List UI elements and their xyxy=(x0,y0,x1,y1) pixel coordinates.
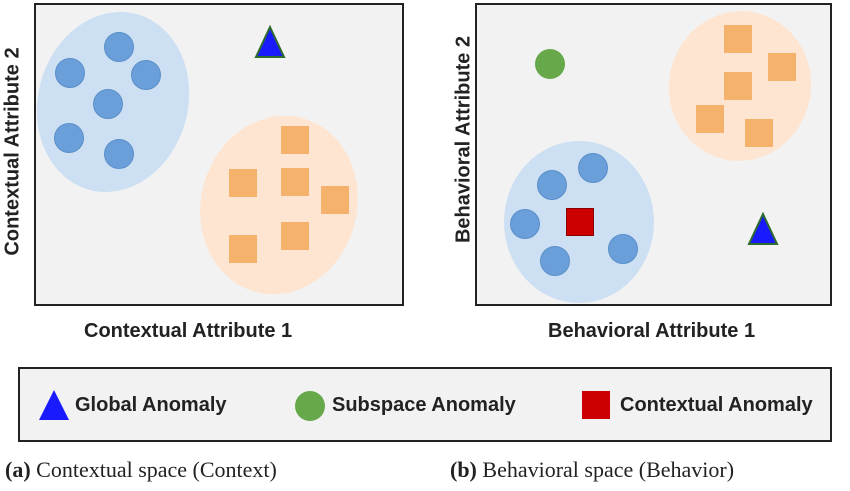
legend-contextual-anomaly-label: Contextual Anomaly xyxy=(620,394,813,416)
contextual-anomaly-square xyxy=(566,208,594,236)
blue-circle-point xyxy=(540,246,570,276)
orange-square-point xyxy=(229,169,257,197)
caption-a: (a) Contextual space (Context) xyxy=(5,457,277,483)
blue-circle-point xyxy=(93,89,123,119)
left-x-axis-label: Contextual Attribute 1 xyxy=(84,320,293,342)
blue-circle-point xyxy=(104,139,134,169)
legend: Global Anomaly Subspace Anomaly Contextu… xyxy=(18,367,832,442)
blue-circle-point xyxy=(131,60,161,90)
circle-icon xyxy=(295,391,325,421)
right-y-axis-label: Behavioral Attribute 2 xyxy=(452,35,475,244)
orange-square-point xyxy=(745,119,773,147)
blue-circle-point xyxy=(54,123,84,153)
triangle-icon xyxy=(39,390,69,420)
orange-square-point xyxy=(321,186,349,214)
subspace-anomaly-circle xyxy=(535,49,565,79)
caption-b-text: Behavioral space (Behavior) xyxy=(482,457,735,482)
orange-square-point xyxy=(281,222,309,250)
blue-circle-point xyxy=(608,234,638,264)
global-anomaly-triangle xyxy=(254,25,286,58)
blue-circle-point xyxy=(510,209,540,239)
caption-b-tag: (b) xyxy=(450,457,477,482)
orange-square-point xyxy=(229,235,257,263)
left-y-axis-label: Contextual Attribute 2 xyxy=(1,47,24,256)
blue-circle-point xyxy=(104,32,134,62)
legend-subspace-anomaly-label: Subspace Anomaly xyxy=(332,394,516,416)
blue-circle-point xyxy=(537,170,567,200)
square-icon xyxy=(582,391,610,419)
orange-square-point xyxy=(696,105,724,133)
contextual-space-panel xyxy=(17,0,404,313)
orange-square-point xyxy=(724,72,752,100)
right-x-axis-label: Behavioral Attribute 1 xyxy=(548,320,756,342)
orange-square-point xyxy=(281,126,309,154)
orange-square-point xyxy=(724,25,752,53)
global-anomaly-triangle xyxy=(747,212,779,245)
caption-a-text: Contextual space (Context) xyxy=(36,457,277,482)
caption-a-tag: (a) xyxy=(5,457,31,482)
blue-circle-point xyxy=(55,58,85,88)
caption-b: (b) Behavioral space (Behavior) xyxy=(450,457,734,483)
orange-square-point xyxy=(281,168,309,196)
blue-circle-point xyxy=(578,153,608,183)
orange-square-point xyxy=(768,53,796,81)
legend-global-anomaly-label: Global Anomaly xyxy=(75,394,227,416)
behavioral-space-panel xyxy=(475,0,832,306)
